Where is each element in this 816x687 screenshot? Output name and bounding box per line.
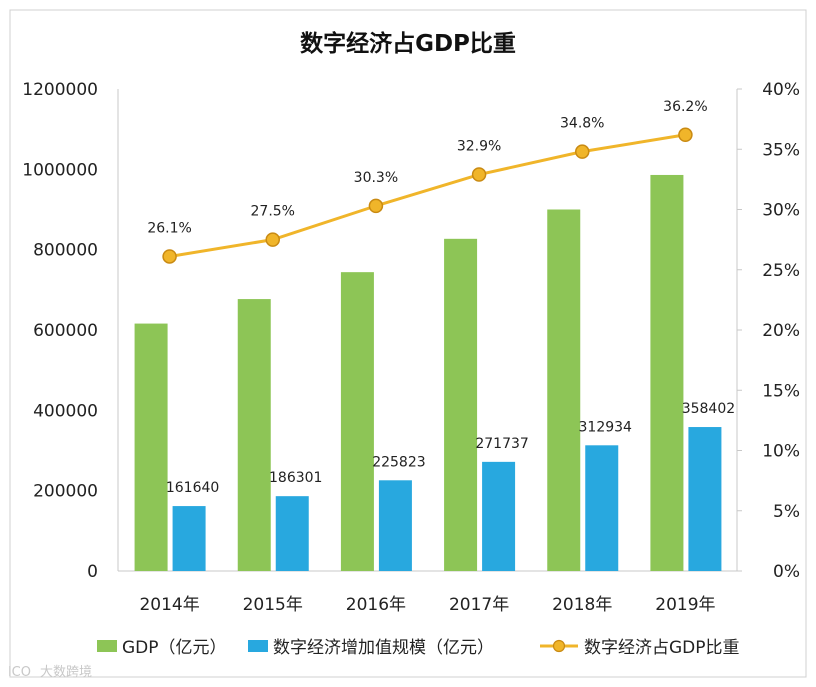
digital-economy-bar-label: 161640 <box>166 480 219 496</box>
gdp-bar <box>340 272 374 571</box>
axes: 0 200000 400000 600000 800000 1000000 1200000 0… <box>22 80 800 615</box>
gdp-bar <box>237 299 271 571</box>
y-right-tick-label: 20% <box>762 321 800 341</box>
legend-gdp-label: GDP（亿元） <box>122 638 227 658</box>
digital-economy-bar-label: 186301 <box>269 470 322 486</box>
x-tick-label: 2018年 <box>552 595 612 615</box>
y-left-tick-label: 600000 <box>33 321 98 341</box>
x-tick-label: 2014年 <box>139 595 199 615</box>
share-point-label: 32.9% <box>457 139 501 155</box>
y-right-tick-label: 25% <box>762 261 800 281</box>
digital-economy-bar-label: 312934 <box>579 419 633 435</box>
digital-economy-bar <box>688 427 722 571</box>
y-right-tick-label: 40% <box>762 80 800 100</box>
legend-digital-swatch <box>248 640 268 652</box>
watermark-text: 大数跨境 <box>40 665 92 680</box>
share-point <box>471 167 487 182</box>
digital-economy-bar-label: 271737 <box>475 436 528 452</box>
y-left-tick-label: 0 <box>87 562 98 582</box>
y-right-tick-label: 30% <box>762 201 800 221</box>
y-right-tick-label: 10% <box>762 442 800 462</box>
share-point <box>368 198 384 214</box>
share-point <box>678 127 693 143</box>
share-point-label: 34.8% <box>560 116 604 132</box>
x-tick-label: 2015年 <box>243 595 303 615</box>
share-point-label: 36.2% <box>663 99 707 115</box>
share-line <box>169 133 686 258</box>
legend-share-marker <box>552 639 566 653</box>
digital-economy-bar <box>585 445 619 571</box>
x-tick-label: 2017年 <box>449 595 509 615</box>
share-point-label: 27.5% <box>251 204 295 220</box>
gdp-bar <box>444 238 478 572</box>
watermark-logo: lCO <box>8 665 31 680</box>
gdp-bar <box>134 323 168 571</box>
y-left-tick-label: 200000 <box>33 482 98 502</box>
digital-economy-bar-label: 225823 <box>372 454 425 470</box>
digital-economy-bar <box>378 480 412 571</box>
y-left-tick-label: 1000000 <box>22 160 98 180</box>
share-point-label: 26.1% <box>147 220 191 236</box>
y-right-tick-label: 0% <box>773 562 800 582</box>
y-left-tick-label: 800000 <box>33 241 98 261</box>
digital-economy-bar-label: 358402 <box>682 401 735 417</box>
digital-economy-bar <box>482 461 516 571</box>
share-point <box>575 144 590 159</box>
digital-economy-bar <box>275 496 309 571</box>
y-left-tick-label: 1200000 <box>22 80 98 100</box>
share-point <box>265 232 280 247</box>
gdp-bar <box>650 174 684 571</box>
y-right-tick-label: 35% <box>762 140 800 160</box>
x-tick-label: 2016年 <box>346 595 406 615</box>
y-right-tick-label: 5% <box>773 502 800 522</box>
legend: GDP（亿元） 数字经济增加值规模（亿元） 数字经济占GDP比重 <box>97 638 740 658</box>
line-layer: 26.1% 27.5% 30.3% 32.9% 34.8% 36.2% <box>147 99 708 264</box>
digital-economy-bar <box>172 506 206 571</box>
y-right-tick-label: 15% <box>762 381 800 401</box>
y-left-tick-label: 400000 <box>33 401 98 421</box>
legend-digital-label: 数字经济增加值规模（亿元） <box>273 638 494 658</box>
legend-gdp-swatch <box>97 640 117 652</box>
share-point-label: 30.3% <box>354 170 398 186</box>
bars: 161640 186301 225823 271737 312934 358402 <box>134 174 735 572</box>
legend-share-label: 数字经济占GDP比重 <box>584 638 740 658</box>
chart-title: 数字经济占GDP比重 <box>300 30 516 57</box>
x-tick-label: 2019年 <box>655 595 715 615</box>
watermark: lCO 大数跨境 <box>8 665 92 680</box>
gdp-bar <box>547 209 581 571</box>
share-point <box>162 249 177 264</box>
